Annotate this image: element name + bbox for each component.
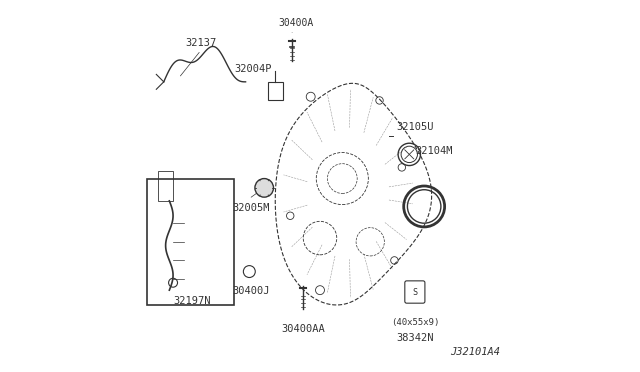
Text: 32137: 32137 bbox=[186, 38, 216, 48]
Text: 30400AA: 30400AA bbox=[282, 324, 325, 334]
Bar bbox=[147, 179, 234, 305]
Circle shape bbox=[255, 179, 273, 197]
Text: 38342N: 38342N bbox=[396, 333, 434, 343]
Bar bbox=[158, 171, 173, 201]
Text: 32005M: 32005M bbox=[232, 203, 270, 213]
Text: J32101A4: J32101A4 bbox=[451, 347, 500, 357]
Text: 32105U: 32105U bbox=[396, 122, 434, 132]
Text: 32197N: 32197N bbox=[173, 296, 211, 306]
Bar bbox=[268, 82, 283, 100]
Text: 32104M: 32104M bbox=[415, 146, 452, 155]
Text: (40x55x9): (40x55x9) bbox=[390, 318, 439, 327]
Text: 30400A: 30400A bbox=[278, 18, 314, 28]
Text: S: S bbox=[412, 288, 417, 296]
Text: 30400J: 30400J bbox=[232, 286, 270, 296]
Text: 32004P: 32004P bbox=[234, 64, 272, 74]
